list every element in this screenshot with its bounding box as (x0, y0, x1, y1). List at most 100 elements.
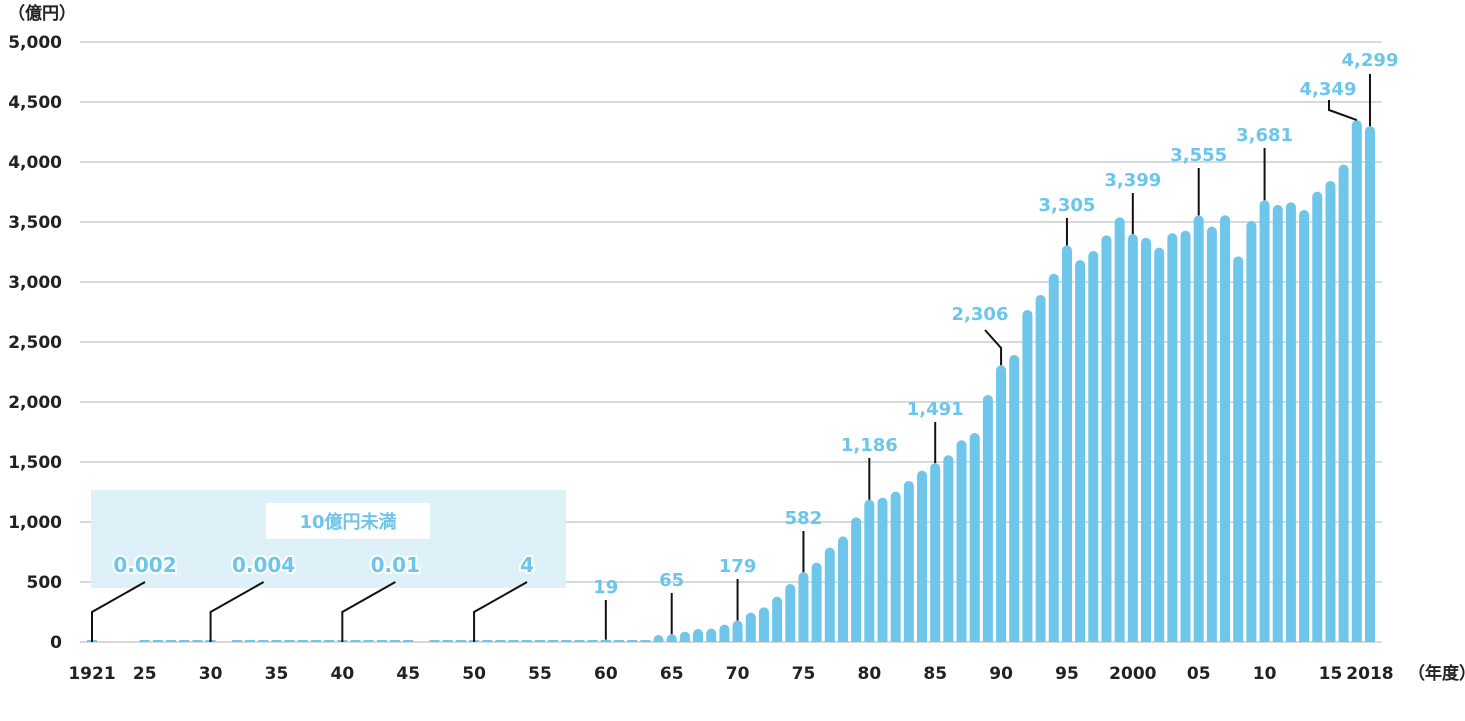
bar-1949 (455, 640, 466, 642)
x-axis-unit: （年度） (1408, 663, 1465, 684)
x-tick-label: 15 (1319, 664, 1343, 684)
leader-line (1328, 100, 1358, 122)
leader-line (209, 581, 265, 642)
data-label-1921: 0.002 (113, 553, 176, 577)
data-label-2005: 3,555 (1170, 145, 1227, 166)
bar-1981 (877, 497, 888, 642)
bar-1939 (324, 640, 335, 642)
bar-1977 (824, 547, 835, 642)
bar-1999 (1114, 217, 1125, 642)
bar-1937 (297, 640, 308, 642)
y-tick-label: 5,000 (8, 33, 62, 53)
bar-2005 (1193, 215, 1204, 642)
bar-1958 (574, 640, 585, 642)
y-tick-label: 3,500 (8, 213, 62, 233)
leader-line (341, 581, 396, 642)
bar-1936 (284, 640, 295, 642)
bar-1941 (350, 640, 361, 642)
bar-1952 (495, 640, 506, 642)
bar-1968 (706, 628, 717, 642)
x-tick-label: 2000 (1109, 664, 1156, 684)
bar-1966 (679, 631, 690, 642)
bar-2010 (1259, 200, 1270, 642)
y-tick-label: 0 (50, 633, 62, 653)
x-tick-label: 10 (1253, 664, 1277, 684)
bar-2012 (1285, 202, 1296, 642)
bar-2002 (1154, 247, 1165, 642)
bar-1970 (732, 620, 743, 642)
bar-1991 (1009, 354, 1020, 642)
bar-1979 (851, 517, 862, 642)
bar-1925 (139, 640, 150, 642)
bar-1998 (1101, 235, 1112, 642)
x-tick-label: 50 (462, 664, 486, 684)
bar-1957 (561, 640, 572, 642)
y-tick-label: 2,500 (8, 333, 62, 353)
bar-1993 (1035, 294, 1046, 642)
bar-1978 (837, 536, 848, 642)
data-label-2000: 3,399 (1104, 170, 1161, 191)
bar-1935 (271, 640, 282, 642)
bar-2001 (1141, 237, 1151, 642)
bar-2003 (1167, 233, 1178, 642)
x-tick-label: 40 (330, 664, 354, 684)
y-axis-unit: （億円） (8, 3, 76, 24)
bar-1945 (403, 640, 414, 642)
bar-1976 (811, 562, 822, 642)
bar-1974 (785, 584, 796, 642)
bar-2017 (1351, 120, 1362, 643)
data-label-2018: 4,299 (1342, 50, 1399, 71)
bar-1992 (1022, 309, 1033, 642)
bar-1965 (666, 634, 677, 642)
x-tick-label: 30 (199, 664, 223, 684)
x-tick-label: 85 (923, 664, 947, 684)
bar-1985 (930, 463, 941, 642)
data-label-1985: 1,491 (907, 399, 964, 420)
bar-1990 (996, 365, 1007, 642)
x-tick-label: 35 (265, 664, 289, 684)
bar-2009 (1246, 221, 1257, 642)
data-label-1970: 179 (719, 556, 757, 577)
bar-1928 (179, 640, 190, 642)
bar-1944 (390, 640, 401, 642)
bar-1995 (1061, 245, 1072, 642)
data-label-1980: 1,186 (841, 435, 898, 456)
bar-1948 (442, 640, 453, 642)
bar-1960 (600, 640, 611, 642)
bar-1962 (627, 640, 638, 642)
data-label-1990: 2,306 (952, 304, 1009, 325)
bar-1956 (548, 640, 559, 642)
bar-2007 (1220, 215, 1231, 642)
y-tick-label: 2,000 (8, 393, 62, 413)
x-tick-label: 80 (857, 664, 881, 684)
y-tick-label: 500 (27, 573, 63, 593)
bar-1927 (166, 640, 177, 642)
x-tick-label: 75 (792, 664, 816, 684)
bar-2015 (1325, 180, 1336, 642)
data-label-1950: 4 (520, 553, 534, 577)
leader-line (984, 329, 1003, 366)
x-tick-label: 70 (726, 664, 750, 684)
bar-1961 (614, 640, 624, 642)
bar-1971 (745, 612, 756, 642)
bar-1996 (1075, 260, 1086, 642)
data-label-1995: 3,305 (1038, 195, 1095, 216)
bar-1932 (231, 640, 242, 642)
bar-1954 (521, 640, 532, 642)
bar-1938 (310, 640, 321, 642)
x-tick-label: 45 (396, 664, 420, 684)
data-label-1965: 65 (659, 570, 684, 591)
bar-1982 (890, 491, 901, 642)
x-tick-label: 25 (133, 664, 157, 684)
data-label-1940: 0.01 (371, 553, 420, 577)
x-tick-label: 1921 (68, 664, 115, 684)
bar-1969 (719, 624, 730, 642)
bar-2014 (1312, 191, 1323, 642)
x-tick-label: 90 (989, 664, 1013, 684)
bar-1942 (363, 640, 374, 642)
bar-1987 (956, 440, 967, 642)
data-label-1930: 0.004 (232, 553, 295, 577)
bar-2000 (1127, 234, 1138, 643)
bar-1953 (508, 640, 519, 642)
